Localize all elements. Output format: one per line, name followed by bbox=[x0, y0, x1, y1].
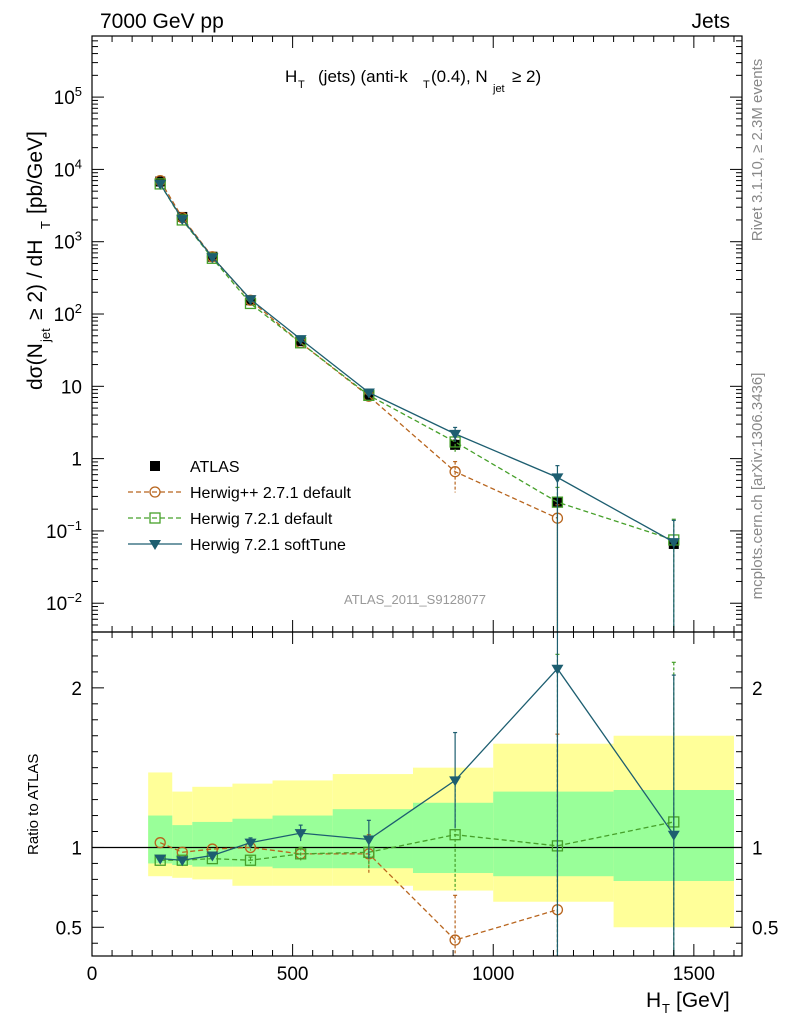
x-tick-label: 500 bbox=[277, 964, 309, 985]
ratio-ylabel: Ratio to ATLAS bbox=[25, 754, 42, 855]
legend-label: Herwig 7.2.1 softTune bbox=[190, 537, 346, 554]
svg-text:(0.4), N: (0.4), N bbox=[431, 67, 488, 86]
ratio-point-herwig-7-2-1-softtune bbox=[206, 851, 219, 862]
svg-text:jet: jet bbox=[492, 83, 505, 95]
legend-label: Herwig++ 2.7.1 default bbox=[190, 485, 352, 502]
svg-text:H: H bbox=[285, 67, 297, 86]
svg-text:T: T bbox=[298, 79, 305, 91]
legend-entry: Herwig++ 2.7.1 default bbox=[128, 485, 352, 502]
y-tick-label: 10 bbox=[61, 377, 82, 398]
ratio-point-herwig-7-2-1-softtune bbox=[176, 856, 189, 867]
ratio-point-herwig-7-2-1-default bbox=[449, 829, 461, 841]
svg-text:dσ(N: dσ(N bbox=[24, 343, 47, 390]
ratio-point-herwig-7-2-1-softtune bbox=[154, 854, 167, 865]
y-tick-label: 10−2 bbox=[46, 590, 82, 615]
y-tick-label-right: 0.5 bbox=[752, 918, 778, 939]
main-series-herwig-2-7-1-default bbox=[154, 174, 564, 632]
ratio-point-herwig-7-2-1-softtune bbox=[449, 776, 462, 787]
main-point-herwig-7-2-1-softtune bbox=[244, 295, 257, 306]
ratio-line-herwig-2-7-1-default bbox=[159, 842, 558, 941]
main-point-herwig-7-2-1-softtune bbox=[667, 538, 680, 549]
legend-entry: Herwig 7.2.1 softTune bbox=[128, 537, 346, 554]
ratio-point-herwig-7-2-1-softtune bbox=[667, 830, 680, 841]
main-series-herwig-7-2-1-softtune bbox=[154, 179, 680, 632]
svg-text:[pb/GeV]: [pb/GeV] bbox=[24, 131, 47, 214]
main-point-herwig-7-2-1-softtune bbox=[176, 215, 189, 226]
svg-text:H: H bbox=[646, 989, 661, 1012]
main-point-herwig-2-7-1-default bbox=[449, 466, 461, 478]
ratio-point-herwig-7-2-1-softtune bbox=[551, 664, 564, 675]
ratio-band-layer bbox=[92, 735, 742, 928]
svg-text:(jets) (anti-k: (jets) (anti-k bbox=[318, 67, 408, 86]
y-tick-label: 104 bbox=[54, 156, 82, 181]
ratio-point-herwig-7-2-1-softtune bbox=[294, 829, 307, 840]
header-right: Jets bbox=[691, 10, 730, 33]
legend: ATLAS Herwig++ 2.7.1 default Herwig 7.2.1 … bbox=[128, 459, 352, 554]
main-point-herwig-7-2-1-softtune bbox=[294, 335, 307, 346]
main-point-herwig-7-2-1-softtune bbox=[362, 388, 375, 399]
svg-text:T: T bbox=[423, 79, 430, 91]
y-tick-label: 1 bbox=[71, 838, 82, 859]
main-point-herwig-7-2-1-softtune bbox=[206, 253, 219, 264]
svg-text:≥ 2) / dH: ≥ 2) / dH bbox=[24, 240, 47, 320]
rivet-label: Rivet 3.1.10, ≥ 2.3M events bbox=[749, 59, 766, 242]
main-point-herwig-7-2-1-softtune bbox=[449, 429, 462, 440]
legend-marker bbox=[149, 512, 161, 524]
x-tick-label: 1500 bbox=[673, 964, 715, 985]
svg-text:[GeV]: [GeV] bbox=[676, 989, 730, 1012]
main-point-herwig-7-2-1-softtune bbox=[154, 179, 167, 190]
y-tick-label: 105 bbox=[54, 84, 82, 109]
svg-text:T: T bbox=[662, 1001, 670, 1016]
y-tick-label-right: 2 bbox=[752, 679, 763, 700]
y-tick-label: 10−1 bbox=[46, 518, 82, 543]
legend-entry: ATLAS bbox=[150, 459, 240, 476]
header-left: 7000 GeV pp bbox=[100, 10, 224, 33]
legend-marker bbox=[149, 486, 161, 498]
mcplots-label: mcplots.cern.ch [arXiv:1306.3436] bbox=[749, 373, 766, 600]
x-tick-label: 0 bbox=[87, 964, 98, 985]
analysis-id: ATLAS_2011_S9128077 bbox=[344, 592, 486, 607]
y-tick-label: 2 bbox=[71, 679, 82, 700]
ratio-point-herwig-7-2-1-default bbox=[294, 848, 307, 860]
ratio-point-herwig-2-7-1-default bbox=[449, 934, 461, 946]
ratio-point-herwig-7-2-1-default bbox=[244, 854, 257, 866]
main-point-herwig-7-2-1-softtune bbox=[551, 473, 564, 484]
y-tick-label: 102 bbox=[54, 301, 82, 326]
legend-marker bbox=[150, 461, 160, 471]
y-tick-label: 1 bbox=[71, 450, 82, 471]
ratio-plot-layer bbox=[154, 632, 680, 956]
svg-text:T: T bbox=[38, 221, 53, 229]
y-tick-label: 0.5 bbox=[56, 918, 82, 939]
svg-text:jet: jet bbox=[38, 328, 53, 343]
svg-text:≥ 2): ≥ 2) bbox=[512, 67, 541, 86]
main-plot-layer bbox=[154, 174, 680, 632]
ratio-band-inner bbox=[272, 815, 333, 869]
y-tick-label: 103 bbox=[54, 229, 82, 254]
ratio-xlabel: H T [GeV] bbox=[646, 989, 730, 1016]
y-tick-label-right: 1 bbox=[752, 838, 763, 859]
ratio-frame bbox=[91, 631, 743, 957]
legend-label: Herwig 7.2.1 default bbox=[190, 511, 333, 528]
legend-label: ATLAS bbox=[190, 459, 240, 476]
main-ylabel: dσ(N jet ≥ 2) / dH T [pb/GeV] bbox=[24, 131, 53, 390]
main-title: H T (jets) (anti-k T (0.4), N jet ≥ 2) bbox=[285, 67, 541, 95]
axes-layer: 0 500 1000 1500 10−2 10−1 1 10 102 103 104 105 0.5 0.… bbox=[46, 35, 778, 985]
x-tick-label: 1000 bbox=[472, 964, 514, 985]
legend-entry: Herwig 7.2.1 default bbox=[128, 511, 333, 528]
ratio-point-herwig-7-2-1-softtune bbox=[244, 838, 257, 849]
legend-marker bbox=[149, 540, 161, 550]
ratio-point-herwig-7-2-1-softtune bbox=[362, 835, 375, 846]
ratio-band-inner bbox=[493, 791, 614, 877]
ratio-point-herwig-2-7-1-default bbox=[154, 837, 166, 849]
ratio-series-herwig-7-2-1-softtune bbox=[154, 632, 680, 956]
